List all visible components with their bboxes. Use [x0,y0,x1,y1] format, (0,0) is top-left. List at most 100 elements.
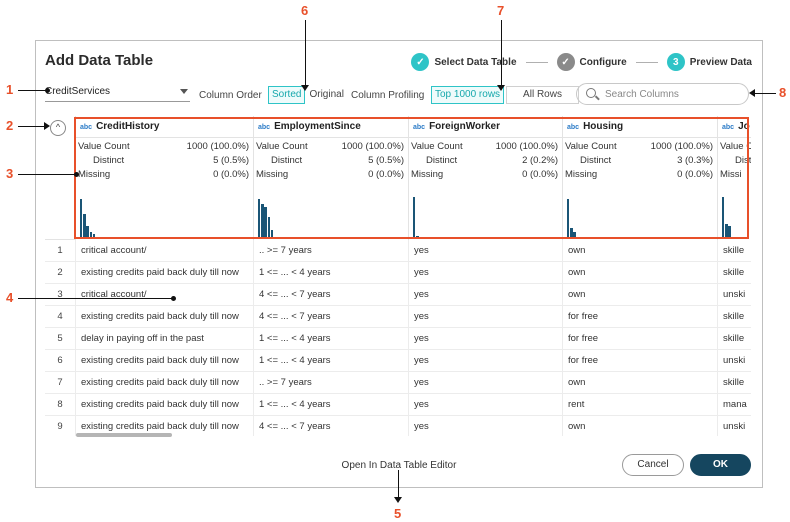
table-row[interactable]: 4 existing credits paid back duly till no… [45,306,751,328]
data-preview-grid: abc CreditHistory Value Count 1000 (100.0%)… [45,116,751,436]
dialog-title: Add Data Table [45,52,154,69]
histogram-bar [258,198,261,238]
table-cell: existing credits paid back duly till now [76,262,254,284]
step-preview-data[interactable]: 3 Preview Data [666,53,752,71]
callout-dot [171,296,176,301]
cancel-button[interactable]: Cancel [622,454,684,476]
profile-row-distinct: Disti [720,155,751,169]
histogram-bar [89,231,92,238]
profile-row-distinct: Distinct 3 (0.3%) [565,155,713,169]
table-cell: yes [409,306,563,328]
collapse-profile-button[interactable]: ^ [50,120,66,136]
search-icon [586,88,596,98]
profile-row-missing: Missing 0 (0.0%) [565,169,713,183]
table-cell: 4 <= ... < 7 years [254,306,409,328]
ok-button[interactable]: OK [690,454,751,476]
table-cell: own [563,240,718,262]
histogram-bar [570,228,573,238]
horizontal-scrollbar[interactable] [76,433,172,437]
histogram-bar [92,234,96,238]
table-cell: skille [718,328,751,350]
table-cell: critical account/ [76,284,254,306]
table-row[interactable]: 7 existing credits paid back duly till no… [45,372,751,394]
column-header-foreignworker[interactable]: abc ForeignWorker [409,116,563,138]
table-cell: 1 <= ... < 4 years [254,262,409,284]
profile-row-distinct: Distinct 2 (0.2%) [411,155,558,169]
callout-6: 6 [301,3,309,18]
histogram-bar [413,197,416,238]
sorted-button[interactable]: Sorted [268,86,306,104]
histogram-bar [416,236,419,238]
profile-value: 0 (0.0%) [522,169,558,180]
datasource-value: CreditServices [45,86,111,97]
column-header-housing[interactable]: abc Housing [563,116,718,138]
profile-row-distinct: Distinct 5 (0.5%) [78,155,249,169]
profile-value: 2 (0.2%) [522,155,558,166]
table-cell: own [563,372,718,394]
column-name: Housing [583,121,624,132]
table-row[interactable]: 1 critical account/.. >= 7 years yes own ski… [45,240,751,262]
table-row[interactable]: 2 existing credits paid back duly till no… [45,262,751,284]
datasource-select[interactable]: CreditServices [45,84,190,102]
histogram [722,190,751,238]
histogram-bar [86,225,89,238]
text-type-icon: abc [567,124,580,131]
column-profile: Value Count Disti Missi [718,138,751,240]
top-rows-button[interactable]: Top 1000 rows [431,86,505,104]
profile-label: Distinct [580,155,612,166]
step-label: Select Data Table [434,56,517,68]
profile-value: 5 (0.5%) [368,155,404,166]
histogram-bar [270,230,274,238]
table-row[interactable]: 8 existing credits paid back duly till no… [45,394,751,416]
step-configure[interactable]: ✓ Configure [556,53,627,71]
profile-label: Value Count [565,141,617,152]
table-cell: 1 <= ... < 4 years [254,350,409,372]
profile-row-distinct: Distinct 5 (0.5%) [256,155,404,169]
step-number: 3 [666,53,685,71]
profile-label: Distinct [426,155,458,166]
table-cell: existing credits paid back duly till now [76,416,254,436]
column-header-credithistory[interactable]: abc CreditHistory [76,116,254,138]
step-select-data-table[interactable]: ✓ Select Data Table [411,53,517,71]
table-cell: existing credits paid back duly till now [76,372,254,394]
table-cell: existing credits paid back duly till now [76,350,254,372]
histogram [258,190,318,238]
column-header-employmentsince[interactable]: abc EmploymentSince [254,116,409,138]
histogram-bar [722,197,725,238]
search-columns-field[interactable]: Search Columns [576,83,749,105]
table-cell: existing credits paid back duly till now [76,394,254,416]
histogram-bar [728,226,731,238]
original-button[interactable]: Original [309,89,344,100]
column-name: CreditHistory [96,121,160,132]
all-rows-button[interactable]: All Rows [506,86,579,104]
table-cell: 1 <= ... < 4 years [254,394,409,416]
arrow-down-icon [394,497,402,503]
table-cell: skille [718,262,751,284]
table-row[interactable]: 9 existing credits paid back duly till no… [45,416,751,436]
profile-value: 1000 (100.0%) [650,141,713,152]
arrow-down-icon [497,85,505,91]
profile-label: Disti [735,155,751,166]
column-profile: Value Count 1000 (100.0%) Distinct 2 (0.2%)… [409,138,563,240]
profile-value: 1000 (100.0%) [341,141,404,152]
callout-line [501,20,502,88]
table-cell: for free [563,350,718,372]
table-cell: delay in paying off in the past [76,328,254,350]
profile-value: 0 (0.0%) [368,169,404,180]
table-cell: 4 <= ... < 7 years [254,284,409,306]
profile-row-value-count: Value Count 1000 (100.0%) [256,141,404,155]
step-label: Preview Data [689,56,752,68]
table-row[interactable]: 5 delay in paying off in the past 1 <= ...… [45,328,751,350]
histogram [80,190,140,238]
row-number: 7 [45,372,76,394]
row-number-header [45,116,76,240]
column-header-jo[interactable]: abc Jo [718,116,751,138]
profile-label: Distinct [93,155,125,166]
table-row[interactable]: 6 existing credits paid back duly till no… [45,350,751,372]
open-in-editor-link[interactable]: Open In Data Table Editor [341,460,457,471]
text-type-icon: abc [258,124,271,131]
table-row[interactable]: 3 critical account/4 <= ... < 7 years yes o… [45,284,751,306]
histogram-bar [83,214,86,238]
profile-label: Missi [720,169,742,180]
table-cell: skille [718,306,751,328]
